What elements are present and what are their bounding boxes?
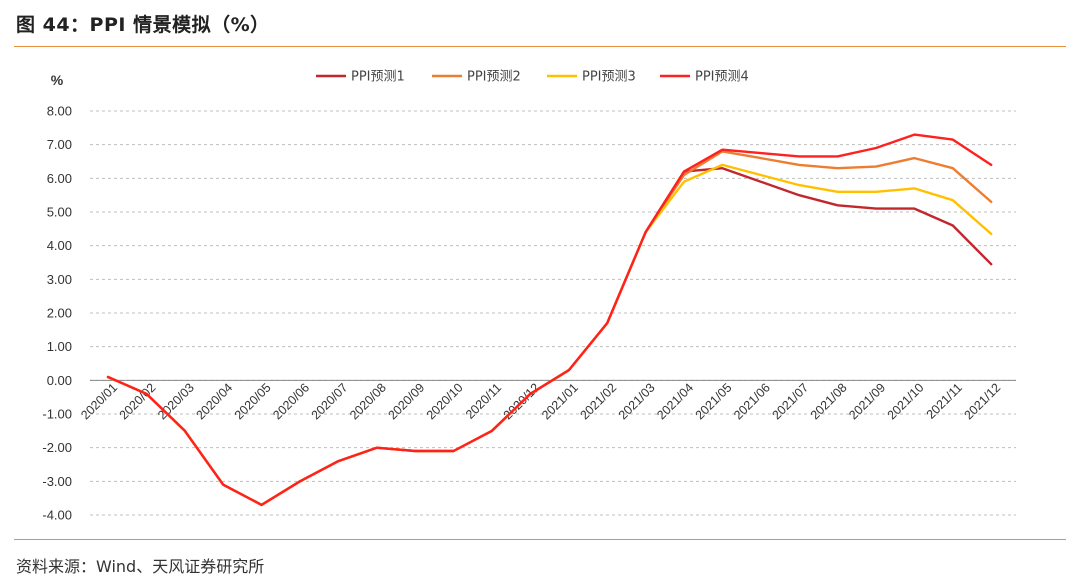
x-tick-label: 2021/04 [654,381,696,423]
x-tick-label: 2021/01 [539,381,581,423]
x-tick-label: 2020/01 [78,381,120,423]
y-tick-label: -4.00 [42,508,72,523]
x-tick-label: 2021/09 [846,381,888,423]
legend-label: PPI预测3 [582,70,636,85]
x-tick-label: 2021/12 [961,381,1003,423]
x-tick-label: 2020/11 [463,381,504,422]
x-tick-label: 2020/09 [385,381,427,423]
legend-label: PPI预测2 [467,70,521,85]
y-tick-label: 5.00 [47,205,72,220]
x-tick-label: 2021/06 [731,381,773,423]
x-tick-label: 2020/02 [117,381,159,423]
x-tick-label: 2021/08 [808,381,850,423]
x-tick-label: 2020/07 [309,381,351,423]
y-tick-label: 4.00 [47,238,72,253]
footer-divider [14,539,1066,540]
x-tick-label: 2020/10 [424,381,466,423]
x-tick-label: 2020/05 [232,381,274,423]
x-tick-label: 2020/06 [270,381,312,423]
source-note: 资料来源：Wind、天风证券研究所 [16,557,265,576]
y-axis-ticks: 8.00 7.00 6.00 5.00 4.00 3.00 2.00 1.00 0.00 -1.0… [42,104,72,523]
y-tick-label: 8.00 [47,104,72,119]
legend-item-4: PPI预测4 [660,70,749,85]
y-tick-label: 3.00 [47,272,72,287]
x-tick-label: 2021/07 [769,381,811,423]
x-tick-label: 2021/11 [924,381,965,422]
series-lines [106,133,993,507]
y-tick-label: 7.00 [47,137,72,152]
series-line-1 [106,166,993,507]
y-tick-label: -1.00 [42,407,72,422]
series-line-3 [106,163,993,507]
header-divider [14,46,1066,47]
y-axis-unit-label: % [51,72,64,88]
legend-item-1: PPI预测1 [316,70,405,85]
x-tick-label: 2021/02 [577,381,619,423]
legend-label: PPI预测1 [351,70,405,85]
grid-lines [90,110,1016,516]
y-tick-label: -2.00 [42,440,72,455]
x-tick-label: 2020/03 [155,381,197,423]
legend-item-2: PPI预测2 [432,70,521,85]
x-tick-label: 2021/03 [616,381,658,423]
x-tick-label: 2020/04 [193,381,235,423]
x-tick-label: 2021/05 [693,381,735,423]
x-tick-label: 2020/08 [347,381,389,423]
y-tick-label: -3.00 [42,474,72,489]
y-tick-label: 6.00 [47,171,72,186]
legend-label: PPI预测4 [695,70,749,85]
y-tick-label: 1.00 [47,339,72,354]
series-line-4 [106,133,993,507]
chart-title: 图 44：PPI 情景模拟（%） [16,14,270,36]
legend-item-3: PPI预测3 [547,70,636,85]
y-tick-label: 2.00 [47,306,72,321]
series-line-2 [106,150,993,507]
y-tick-label: 0.00 [47,373,72,388]
x-tick-label: 2021/10 [885,381,927,423]
legend: PPI预测1 PPI预测2 PPI预测3 PPI预测4 [316,70,749,85]
